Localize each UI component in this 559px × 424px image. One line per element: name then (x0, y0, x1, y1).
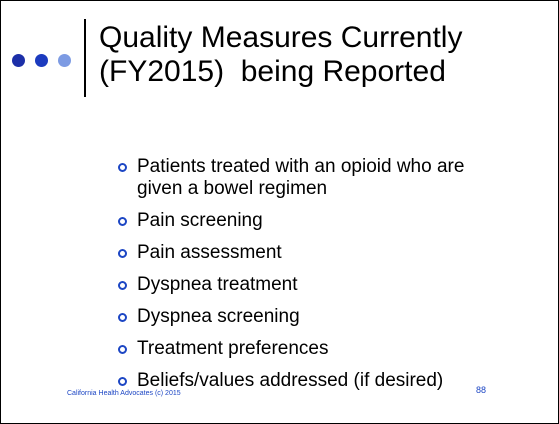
bullet-item: Pain screening (118, 210, 537, 232)
bullet-item: Pain assessment (118, 242, 537, 264)
bullet-list: Patients treated with an opioid who are … (118, 156, 537, 402)
bullet-item: Beliefs/values addressed (if desired) (118, 370, 537, 392)
decor-dot (12, 54, 25, 67)
bullet-item: Treatment preferences (118, 338, 537, 360)
bullet-item: Dyspnea screening (118, 306, 537, 328)
title-divider (84, 19, 86, 97)
title-line: (FY2015) being Reported (99, 55, 446, 88)
decor-dot (58, 54, 71, 67)
slide-title: Quality Measures Currently (FY2015) bein… (99, 21, 539, 89)
bullet-item: Patients treated with an opioid who are … (118, 156, 477, 200)
bullet-item: Dyspnea treatment (118, 274, 537, 296)
decor-dot (35, 54, 48, 67)
footer: California Health Advocates (c) 2015 (67, 390, 181, 397)
page-number: 88 (476, 385, 487, 395)
title-line: Quality Measures Currently (99, 21, 463, 54)
